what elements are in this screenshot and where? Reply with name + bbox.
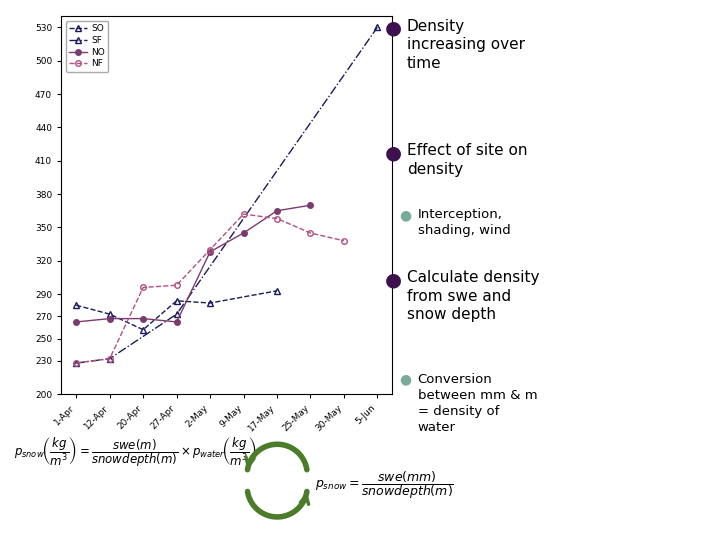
Text: Conversion
between mm & m
= density of
water: Conversion between mm & m = density of w… xyxy=(418,373,537,434)
Text: $p_{snow} = \dfrac{swe(mm)}{snowdepth(m)}$: $p_{snow} = \dfrac{swe(mm)}{snowdepth(m)… xyxy=(315,469,454,502)
Text: Calculate density
from swe and
snow depth: Calculate density from swe and snow dept… xyxy=(407,270,539,322)
Text: ●: ● xyxy=(385,270,402,289)
Legend: SO, SF, NO, NF: SO, SF, NO, NF xyxy=(66,21,108,72)
Text: ●: ● xyxy=(385,143,402,162)
Text: Effect of site on
density: Effect of site on density xyxy=(407,143,527,177)
Text: Interception,
shading, wind: Interception, shading, wind xyxy=(418,208,510,237)
Text: ●: ● xyxy=(385,19,402,38)
Text: $p_{snow}\!\left(\dfrac{kg}{m^3}\right) = \dfrac{swe(m)}{snowdepth(m)} \times p_: $p_{snow}\!\left(\dfrac{kg}{m^3}\right) … xyxy=(14,435,258,469)
Text: ●: ● xyxy=(400,373,412,387)
Text: Density
increasing over
time: Density increasing over time xyxy=(407,19,525,71)
Text: ●: ● xyxy=(400,208,412,222)
